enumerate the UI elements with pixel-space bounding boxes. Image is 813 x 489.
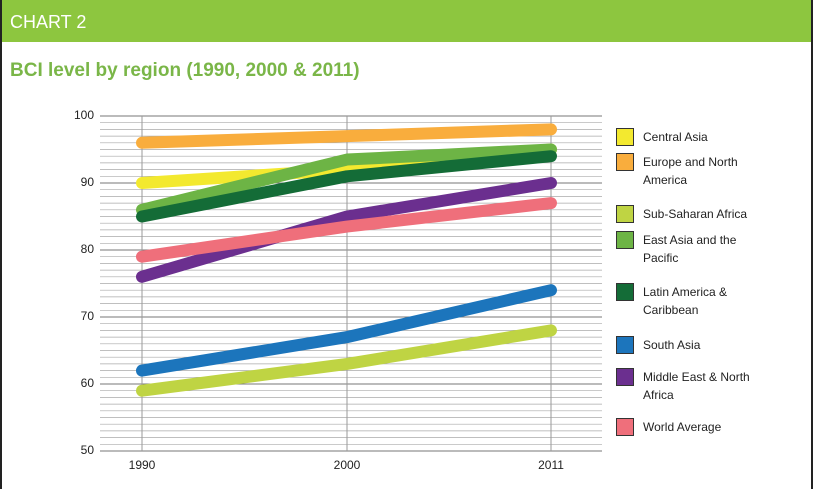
legend-swatch (616, 283, 634, 301)
legend-swatch (616, 336, 634, 354)
x-tick-label: 1990 (129, 458, 156, 472)
legend-swatch (616, 231, 634, 249)
legend-label: Middle East & North Africa (643, 370, 750, 402)
legend-swatch (616, 128, 634, 146)
y-tick-label: 70 (81, 309, 95, 323)
series-line (136, 324, 557, 397)
series-line (136, 143, 557, 216)
y-tick-label: 60 (81, 376, 95, 390)
chart-title: BCI level by region (1990, 2000 & 2011) (10, 60, 360, 81)
legend-label: Latin America & Caribbean (643, 285, 728, 317)
series-line (136, 123, 557, 149)
x-tick-label: 2011 (538, 458, 564, 472)
legend-label: Europe and North America (643, 155, 738, 187)
y-tick-label: 100 (74, 108, 94, 122)
legend-label: World Average (643, 420, 722, 434)
legend-label: Sub-Saharan Africa (643, 207, 748, 221)
legend-swatch (616, 418, 634, 436)
header: CHART 2 (2, 0, 811, 42)
y-tick-label: 80 (81, 242, 95, 256)
series-line (136, 284, 557, 377)
legend-swatch (616, 205, 634, 223)
legend-label: South Asia (643, 338, 701, 352)
legend-swatch (616, 368, 634, 386)
series-line (136, 150, 557, 223)
legend-swatch (616, 153, 634, 171)
x-tick-label: 2000 (334, 458, 361, 472)
legend-label: Central Asia (643, 130, 708, 144)
series-line (136, 177, 557, 283)
legend-label: East Asia and the Pacific (643, 233, 737, 265)
y-tick-label: 90 (81, 175, 95, 189)
y-tick-label: 50 (81, 443, 95, 457)
series-line (136, 197, 557, 263)
